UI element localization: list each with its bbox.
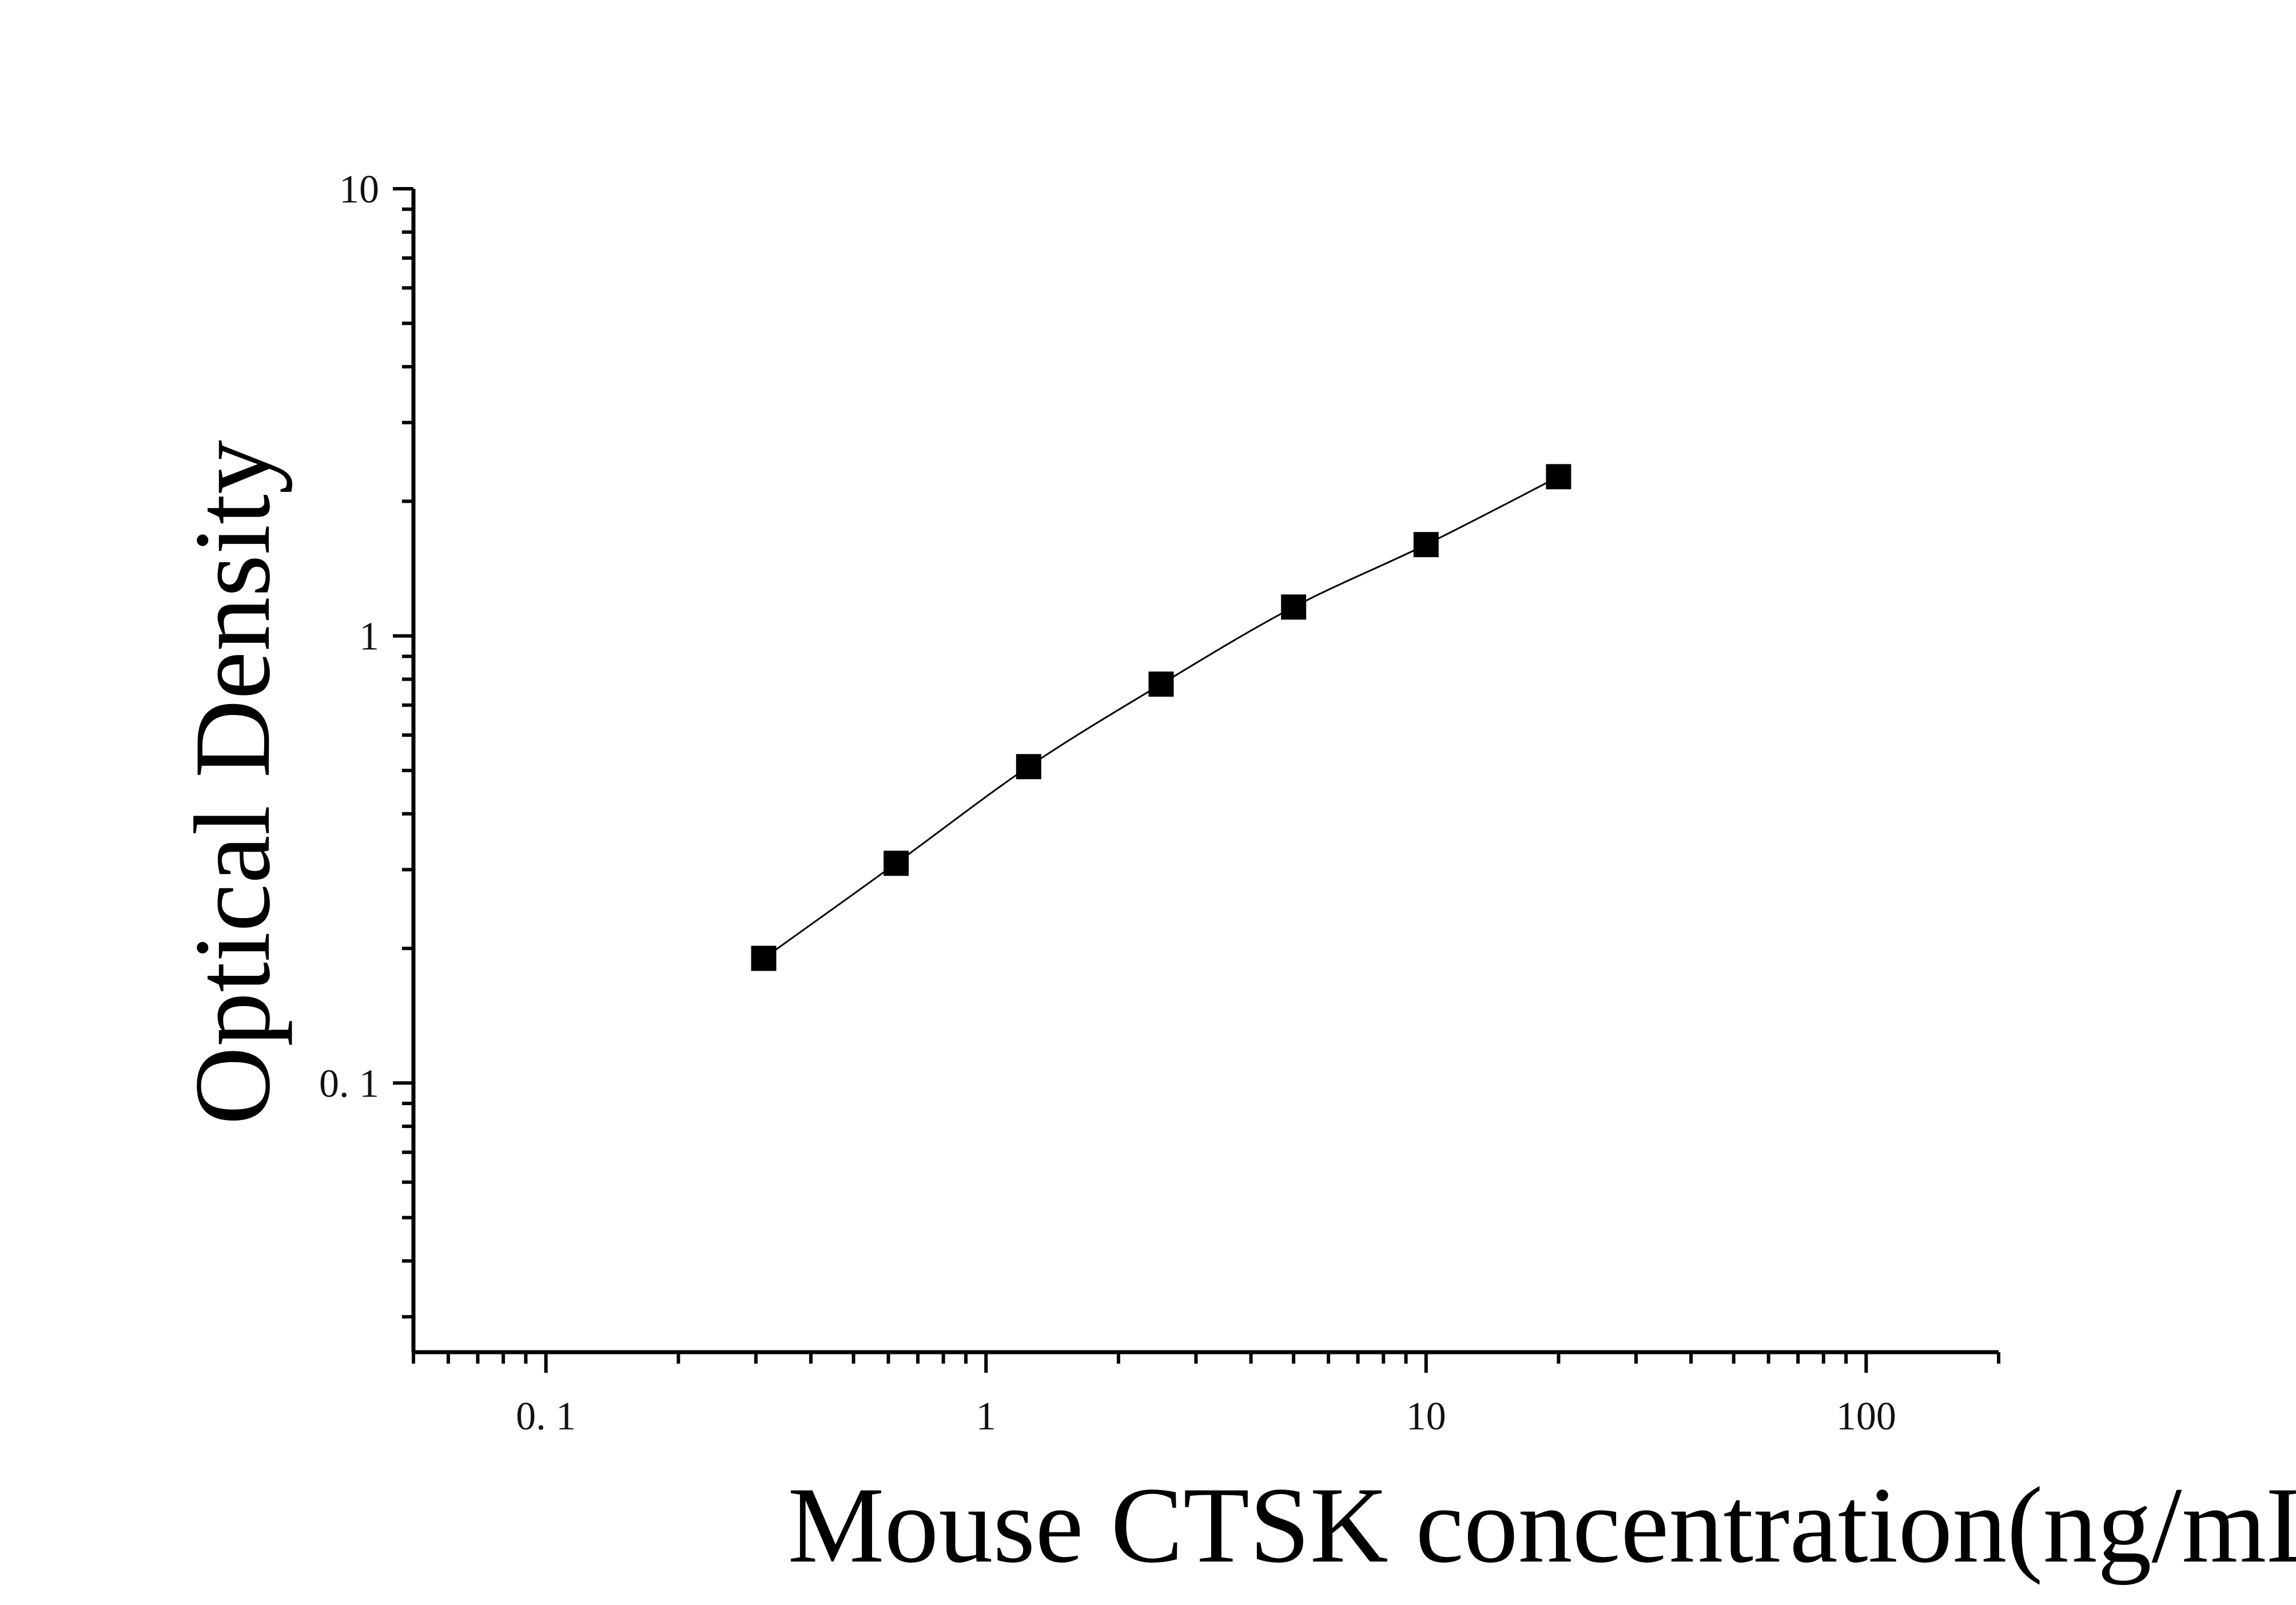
x-axis-title: Mouse CTSK concentration(ng/mL) xyxy=(787,1465,2296,1586)
x-tick-label: 0. 1 xyxy=(516,1395,576,1439)
fit-curve-group xyxy=(763,476,1559,959)
data-point-marker xyxy=(1016,754,1041,780)
data-point-marker xyxy=(1148,672,1174,697)
data-point-marker xyxy=(1413,532,1439,558)
x-tick-label: 100 xyxy=(1836,1395,1896,1439)
y-tick-label: 10 xyxy=(339,168,379,212)
fit-curve xyxy=(763,476,1559,959)
data-point-marker xyxy=(1546,464,1571,490)
data-point-marker xyxy=(1281,594,1307,620)
x-tick-label: 10 xyxy=(1406,1395,1446,1439)
y-axis-ticks: 0. 1 1 10 xyxy=(319,168,413,1319)
y-tick-label: 1 xyxy=(359,615,379,659)
axes xyxy=(411,189,1999,1354)
y-axis-title: Optical Density xyxy=(173,440,293,1125)
y-tick-label: 0. 1 xyxy=(319,1062,379,1106)
data-point-marker xyxy=(884,851,909,876)
data-point-marker xyxy=(751,945,777,971)
x-tick-label: 1 xyxy=(976,1395,996,1439)
data-points xyxy=(751,464,1571,971)
x-axis-ticks: 0. 1 1 10 100 xyxy=(412,1352,2000,1439)
